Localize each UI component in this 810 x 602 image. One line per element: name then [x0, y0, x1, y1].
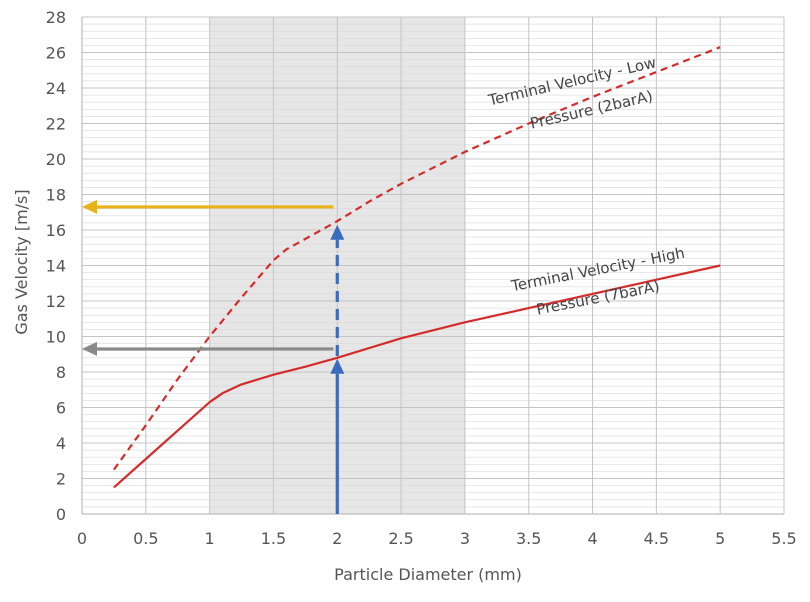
grid-group — [81, 16, 785, 515]
y-tick-label: 8 — [56, 363, 66, 382]
y-tick-label: 6 — [56, 399, 66, 418]
y-tick-label: 16 — [46, 221, 66, 240]
y-tick-label: 4 — [56, 434, 66, 453]
y-tick-label: 28 — [46, 8, 66, 27]
blue-dashed-arrow-head — [330, 224, 345, 240]
x-tick-label: 2.5 — [388, 529, 413, 548]
y-tick-label: 12 — [46, 292, 66, 311]
yellow-arrow — [82, 199, 334, 214]
x-tick-label: 1 — [205, 529, 215, 548]
series-group — [113, 46, 721, 489]
yellow-arrow-head — [82, 199, 97, 214]
y-tick-label: 14 — [46, 257, 66, 276]
x-tick-label: 4.5 — [644, 529, 669, 548]
gray-arrow — [82, 341, 334, 356]
y-axis-title: Gas Velocity [m/s] — [12, 189, 31, 334]
x-tick-label: 4 — [587, 529, 597, 548]
y-tick-label: 20 — [46, 150, 66, 169]
y-tick-label: 2 — [56, 470, 66, 489]
x-tick-label: 5 — [715, 529, 725, 548]
y-tick-label: 22 — [46, 115, 66, 134]
x-tick-label: 1.5 — [261, 529, 286, 548]
x-tick-label: 3.5 — [516, 529, 541, 548]
y-tick-label: 0 — [56, 505, 66, 524]
x-tick-label: 5.5 — [771, 529, 796, 548]
y-tick-label: 26 — [46, 44, 66, 63]
blue-solid-arrow — [330, 358, 345, 514]
blue-solid-arrow-head — [330, 358, 345, 374]
y-tick-label: 10 — [46, 328, 66, 347]
series-line-high — [113, 264, 721, 489]
x-tick-label: 0 — [77, 529, 87, 548]
y-tick-label: 18 — [46, 186, 66, 205]
arrows-group — [82, 199, 345, 514]
series-line-low — [113, 46, 721, 471]
blue-dashed-arrow — [330, 224, 345, 357]
gray-arrow-head — [82, 341, 97, 356]
tick-labels-group: 0 0.5 1 1.5 2 2.5 3 3.5 4 4.5 5 5.50246810121416182… — [46, 8, 797, 548]
x-axis-title: Particle Diameter (mm) — [334, 565, 522, 584]
x-tick-label: 0.5 — [133, 529, 158, 548]
x-tick-label: 2 — [332, 529, 342, 548]
y-tick-label: 24 — [46, 79, 66, 98]
x-tick-label: 3 — [460, 529, 470, 548]
